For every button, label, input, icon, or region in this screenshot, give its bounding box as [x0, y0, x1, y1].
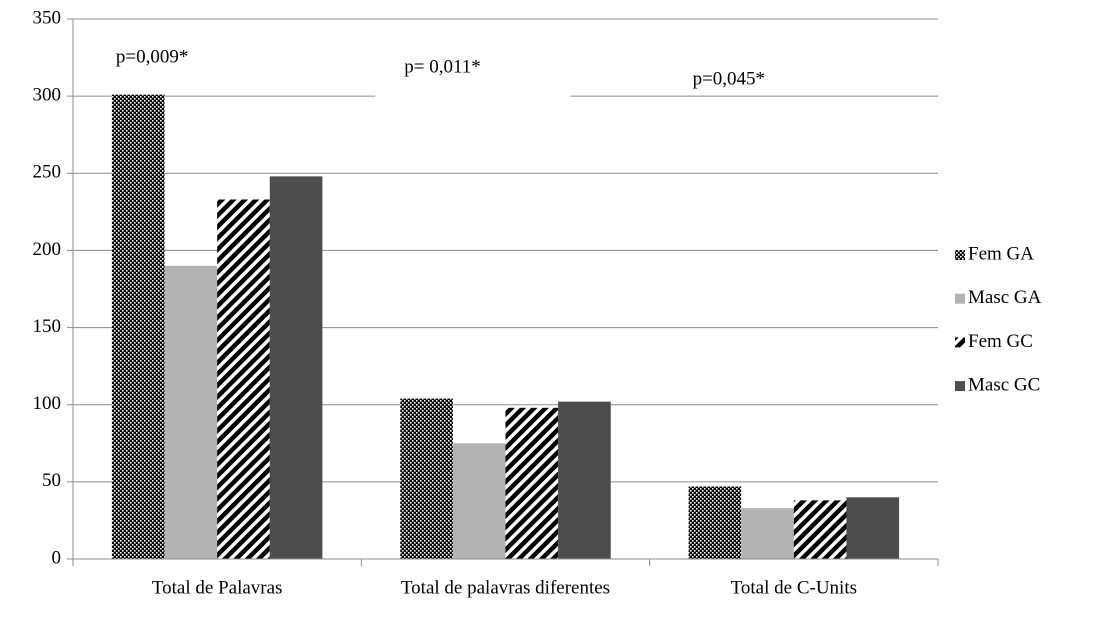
y-tick-label: 250 [33, 162, 62, 183]
y-tick-label: 50 [42, 470, 61, 491]
bar [741, 508, 794, 559]
legend-label: Fem GC [968, 331, 1033, 352]
legend-label: Masc GA [968, 287, 1042, 308]
bar [846, 497, 900, 559]
y-tick-label: 0 [52, 547, 62, 568]
annotation: p=0,045* [693, 68, 765, 89]
bar [558, 401, 611, 559]
bar [452, 443, 506, 559]
legend-label: Fem GA [968, 243, 1034, 264]
x-tick-label: Total de C-Units [731, 577, 857, 598]
legend-label: Masc GC [968, 374, 1040, 395]
y-tick-label: 150 [33, 316, 62, 337]
legend-marker [955, 381, 965, 392]
legend-marker [955, 337, 965, 348]
legend-marker [955, 293, 965, 304]
y-tick-label: 200 [33, 239, 62, 260]
bar [217, 199, 270, 559]
annotation-background [375, 52, 571, 97]
bar [505, 407, 559, 559]
bar [164, 265, 218, 559]
x-tick-label: Total de Palavras [152, 577, 283, 598]
bar [269, 176, 323, 559]
y-tick-label: 100 [33, 393, 62, 414]
y-tick-label: 300 [33, 85, 62, 106]
bar [400, 398, 453, 559]
bar [111, 94, 165, 559]
bar [688, 486, 742, 559]
bar [793, 500, 847, 559]
annotation: p= 0,011* [404, 56, 481, 77]
y-tick-label: 350 [33, 7, 62, 28]
annotation: p=0,009* [116, 46, 188, 67]
legend-marker [955, 250, 965, 260]
x-tick-label: Total de palavras diferentes [401, 577, 610, 598]
